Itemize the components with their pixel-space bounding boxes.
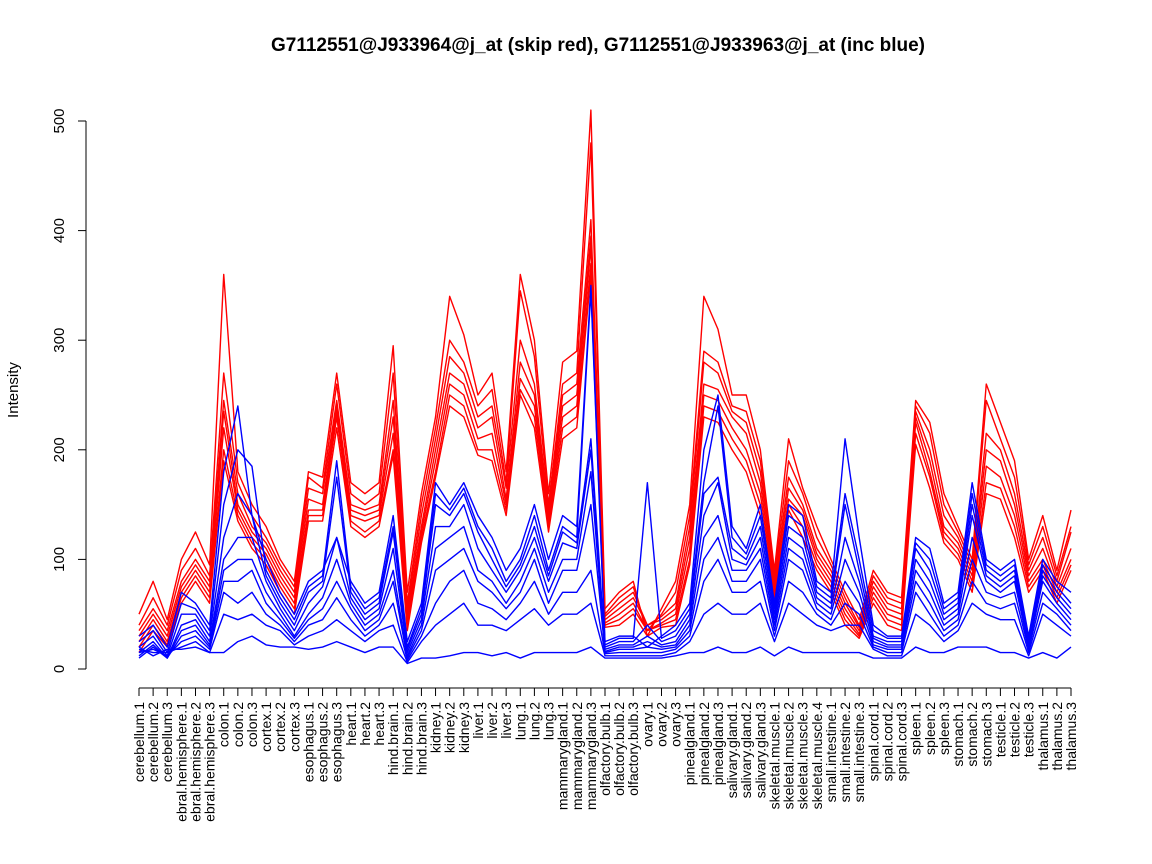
x-tick-label: testicle.2 [1007,702,1023,757]
y-axis: 0 100 200 300 400 500 [51,108,87,673]
x-tick-label: skeletal.muscle.1 [766,702,782,810]
y-tick-label: 200 [51,437,68,462]
x-tick-label: kidney.3 [456,702,472,753]
y-axis-label: Intensity [5,362,22,418]
x-tick-label: salivary.gland.2 [738,702,754,798]
x-tick-label: testicle.1 [992,702,1008,757]
x-tick-label: cortex.3 [286,702,302,752]
y-tick-label: 300 [51,328,68,353]
x-tick-label: small.intestine.3 [851,702,867,803]
x-tick-label: stomach.3 [978,702,994,767]
x-tick-label: hind.brain.3 [413,702,429,775]
x-tick-label: colon.3 [244,702,260,747]
x-tick-label: lung.1 [512,702,528,740]
series-line-blue [138,602,1072,664]
x-tick-label: spleen.2 [922,702,938,755]
x-tick-label: mammarygland.1 [555,702,571,810]
x-tick-label: stomach.2 [964,702,980,767]
x-tick-label: cerebellum.3 [159,702,175,782]
x-tick-label: thalamus.2 [1049,702,1065,771]
x-tick-label: skeletal.muscle.3 [795,702,811,810]
x-tick-label: ebral.hemisphere.1 [173,702,189,822]
x-tick-label: cerebellum.2 [145,702,161,782]
x-tick-label: ovary.1 [639,702,655,747]
x-tick-label: ebral.hemisphere.2 [187,702,203,822]
x-tick-label: spleen.1 [908,702,924,755]
x-tick-label: spinal.cord.3 [894,702,910,782]
x-tick-label: liver.3 [498,702,514,739]
x-tick-label: ebral.hemisphere.3 [202,702,218,822]
y-tick-label: 100 [51,547,68,572]
x-tick-label: cortex.1 [258,702,274,752]
y-tick-label: 0 [51,665,68,673]
x-tick-label: thalamus.1 [1035,702,1051,771]
x-tick-label: pinealgland.1 [682,702,698,786]
x-tick-label: small.intestine.1 [823,702,839,803]
x-tick-label: testicle.3 [1021,702,1037,757]
x-tick-label: heart.3 [371,702,387,746]
x-tick-label: esophagus.2 [315,702,331,782]
x-tick-label: colon.2 [230,702,246,747]
x-tick-label: skeletal.muscle.2 [781,702,797,810]
x-tick-label: pinealgland.3 [710,702,726,786]
x-tick-label: salivary.gland.3 [752,702,768,798]
x-tick-label: liver.1 [470,702,486,739]
x-tick-label: cerebellum.1 [131,702,147,782]
x-tick-label: cortex.2 [272,702,288,752]
series-line-red [138,218,1072,632]
x-tick-label: mammarygland.3 [583,702,599,810]
x-axis: cerebellum.1cerebellum.2cerebellum.3ebra… [131,687,1079,822]
x-tick-label: hind.brain.1 [385,702,401,775]
series-line-red [138,246,1072,643]
x-tick-label: heart.1 [343,702,359,746]
x-tick-label: lung.2 [526,702,542,740]
x-tick-label: pinealgland.2 [696,702,712,786]
x-tick-label: mammarygland.2 [569,702,585,810]
y-tick-label: 500 [51,108,68,133]
x-tick-label: olfactory.bulb.1 [597,702,613,796]
x-tick-label: colon.1 [216,702,232,747]
x-tick-label: kidney.1 [428,702,444,753]
plot-area [138,109,1072,665]
y-tick-label: 400 [51,218,68,243]
x-tick-label: olfactory.bulb.2 [611,702,627,796]
x-tick-label: skeletal.muscle.4 [809,702,825,810]
x-tick-label: olfactory.bulb.3 [625,702,641,796]
x-tick-label: esophagus.1 [300,702,316,782]
x-tick-label: liver.2 [484,702,500,739]
x-tick-label: thalamus.3 [1063,702,1079,771]
x-tick-label: heart.2 [357,702,373,746]
series-line-red [138,109,1072,637]
series-line-blue [138,635,1072,665]
x-tick-label: spleen.3 [936,702,952,755]
x-tick-label: stomach.1 [950,702,966,767]
x-tick-label: ovary.3 [668,702,684,747]
x-tick-label: kidney.2 [442,702,458,753]
chart-title: G7112551@J933964@j_at (skip red), G71125… [271,35,925,56]
x-tick-label: hind.brain.2 [399,702,415,775]
x-tick-label: small.intestine.2 [837,702,853,803]
x-tick-label: esophagus.3 [329,702,345,782]
x-tick-label: ovary.2 [653,702,669,747]
x-tick-label: lung.3 [541,702,557,740]
x-tick-label: salivary.gland.1 [724,702,740,798]
x-tick-label: spinal.cord.2 [879,702,895,782]
x-tick-label: spinal.cord.1 [865,702,881,782]
